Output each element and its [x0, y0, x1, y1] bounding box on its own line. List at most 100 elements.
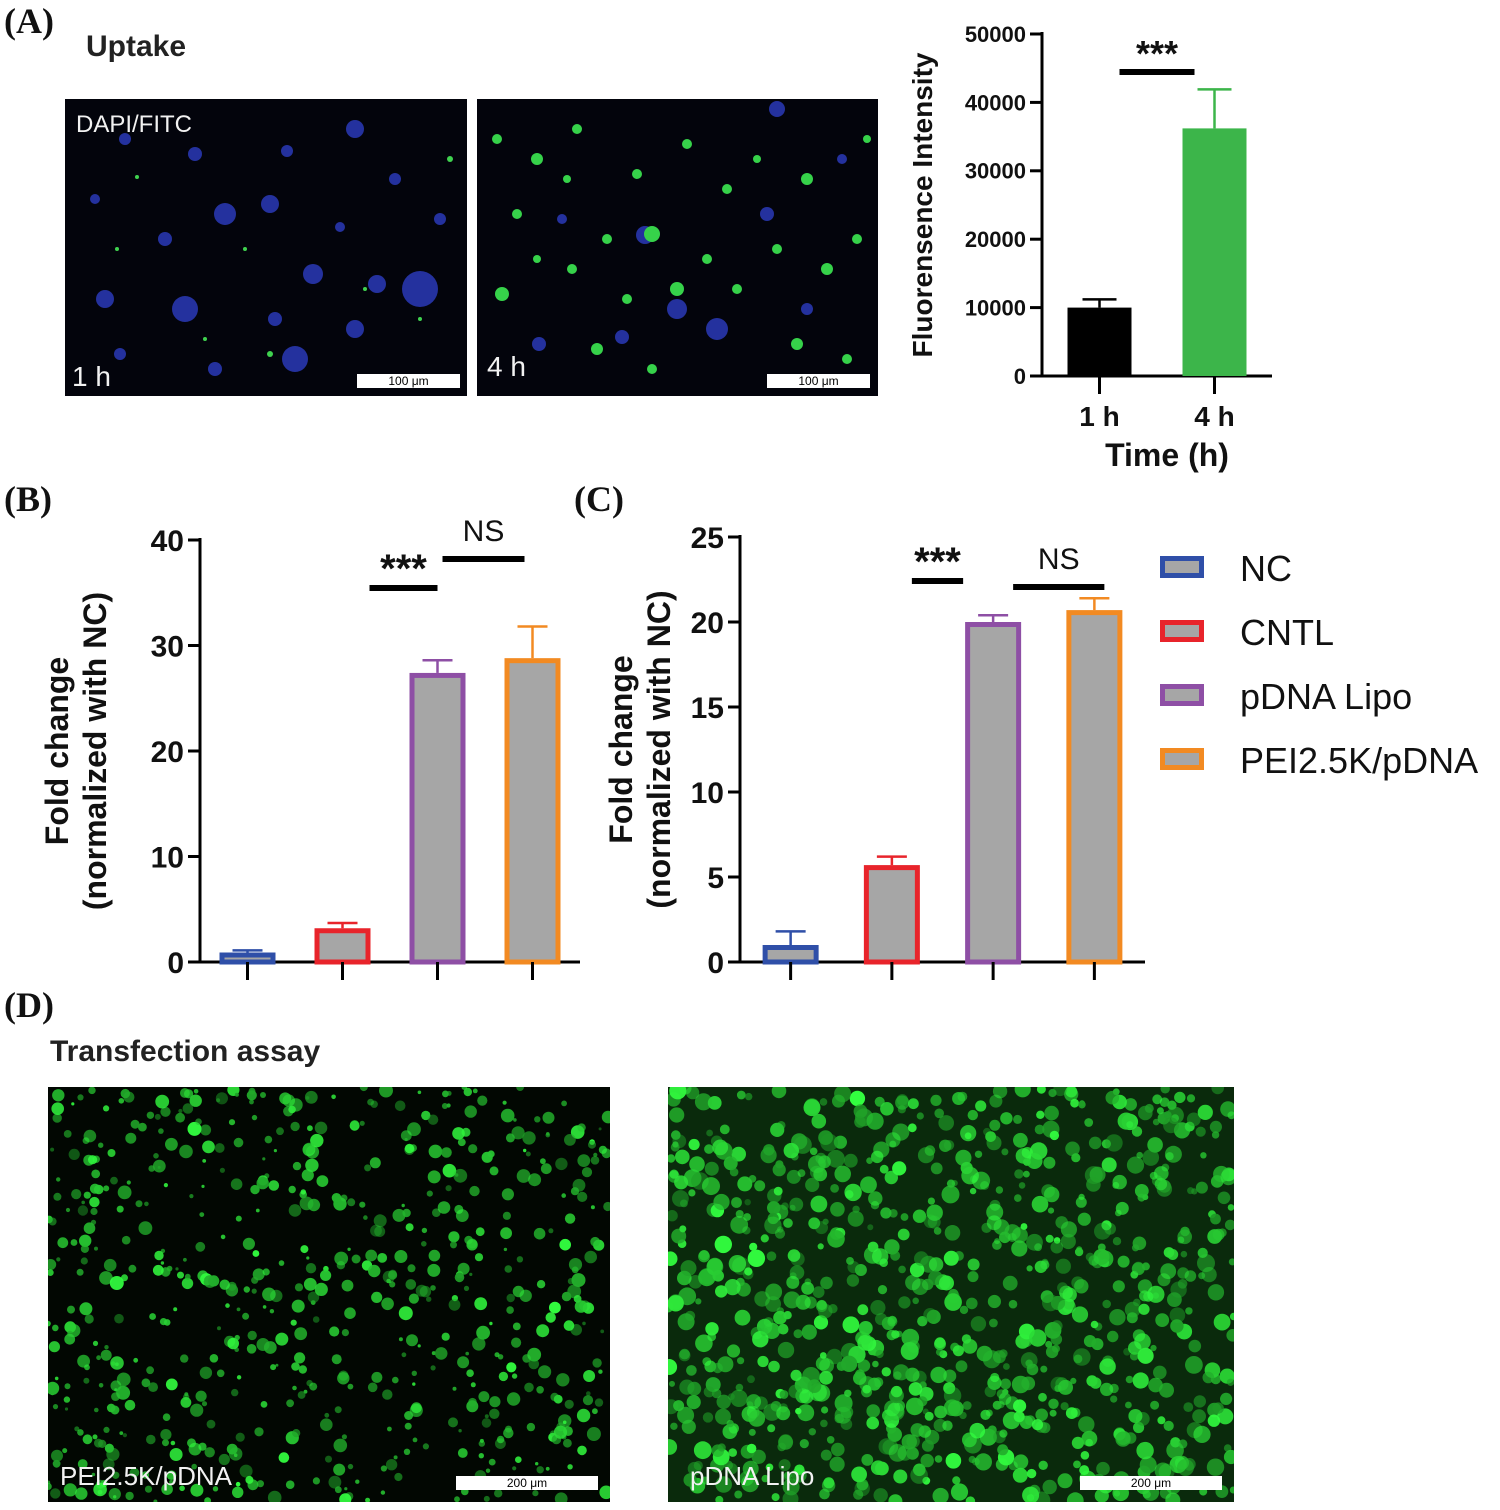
- cell: [1207, 1284, 1225, 1301]
- cell: [893, 1371, 902, 1380]
- cell: [158, 1128, 164, 1134]
- cell: [943, 1140, 955, 1151]
- cell: [752, 1331, 769, 1348]
- cell: [817, 1243, 824, 1250]
- cell: [878, 1438, 895, 1455]
- cell: [783, 1218, 793, 1228]
- cell: [478, 1453, 484, 1459]
- cell: [1136, 1441, 1154, 1460]
- cell: [1170, 1281, 1187, 1298]
- cell: [504, 1265, 513, 1273]
- cell: [857, 1359, 871, 1372]
- cell: [48, 1259, 57, 1270]
- cell: [1080, 1451, 1090, 1460]
- cell: [545, 1466, 550, 1471]
- micrograph-transfection-pei-cells: [48, 1087, 610, 1502]
- cell: [882, 1409, 894, 1422]
- bar-pei2-5k-pdna: [504, 658, 561, 965]
- cell: [943, 1369, 957, 1383]
- cell: [406, 1334, 418, 1347]
- cell: [945, 1453, 962, 1469]
- cell: [598, 1145, 608, 1154]
- cell: [713, 1193, 730, 1211]
- cell: [405, 1223, 414, 1232]
- cell: [842, 1316, 860, 1334]
- cell: [329, 1326, 340, 1337]
- cell: [712, 1362, 723, 1374]
- panel-d-heading: Transfection assay: [50, 1035, 321, 1068]
- cell: [92, 1340, 99, 1346]
- cell: [1047, 1207, 1055, 1214]
- cell: [1075, 1196, 1087, 1208]
- cell: [598, 1127, 602, 1131]
- cell: [889, 1140, 897, 1148]
- cell: [1223, 1449, 1234, 1465]
- cell: [148, 1165, 155, 1172]
- cell: [118, 1098, 125, 1104]
- cell: [111, 1361, 116, 1366]
- cell: [76, 1268, 84, 1276]
- cell: [161, 1483, 173, 1495]
- cell: [407, 1264, 416, 1273]
- cell: [214, 1143, 225, 1153]
- cell: [1050, 1333, 1063, 1345]
- cell: [428, 1249, 441, 1262]
- cell: [730, 1215, 749, 1234]
- cell: [506, 1293, 515, 1303]
- cell: [392, 1376, 399, 1384]
- cell: [810, 1195, 828, 1213]
- cell: [844, 1183, 862, 1202]
- cell: [1062, 1287, 1077, 1302]
- cell: [526, 1422, 536, 1432]
- cell: [1139, 1456, 1157, 1474]
- cell: [795, 1407, 802, 1415]
- cell: [854, 1116, 866, 1128]
- cell: [370, 1100, 378, 1108]
- cell: [169, 1479, 174, 1484]
- cell: [314, 1282, 328, 1296]
- cell: [307, 1125, 313, 1132]
- cell: [144, 1201, 149, 1207]
- cell: [820, 1133, 838, 1152]
- cell: [96, 1355, 101, 1361]
- cell: [138, 1122, 147, 1132]
- cell: [548, 1228, 554, 1234]
- cell: [178, 1108, 183, 1114]
- cell: [298, 1365, 307, 1374]
- cell: [99, 1271, 113, 1285]
- cell: [52, 1089, 65, 1102]
- legend-swatch-pdna-lipo: [1160, 684, 1204, 706]
- cell: [263, 1341, 277, 1354]
- cell: [910, 1423, 925, 1437]
- cell: [182, 1103, 194, 1114]
- cell: [165, 1378, 178, 1391]
- y-tick-label: 5: [707, 862, 724, 895]
- cell: [1055, 1258, 1071, 1274]
- cell: [1023, 1170, 1030, 1178]
- cell: [48, 1482, 52, 1490]
- cell: [421, 1227, 428, 1234]
- cell: [110, 1176, 118, 1185]
- cell: [1150, 1400, 1160, 1410]
- cell: [83, 1377, 90, 1384]
- cell: [734, 1490, 743, 1499]
- cell: [1083, 1335, 1097, 1348]
- cell: [938, 1115, 954, 1131]
- y-axis-label: Fold change: [39, 657, 75, 845]
- cell: [668, 1439, 678, 1455]
- cell: [121, 1235, 131, 1245]
- cell: [553, 1425, 568, 1439]
- cell: [340, 1194, 348, 1202]
- cell: [398, 1306, 413, 1321]
- cell: [819, 1370, 833, 1385]
- cell: [1084, 1118, 1094, 1127]
- cell: [446, 1103, 451, 1108]
- cell: [786, 1275, 800, 1289]
- cell: [1207, 1229, 1223, 1244]
- micrograph-uptake-1h: DAPI/FITC 1 h 100 μm: [65, 99, 467, 396]
- cell: [309, 1382, 318, 1391]
- cell: [715, 1408, 731, 1425]
- cell: [581, 1167, 593, 1178]
- cell: [83, 1154, 95, 1166]
- cell: [866, 1416, 879, 1430]
